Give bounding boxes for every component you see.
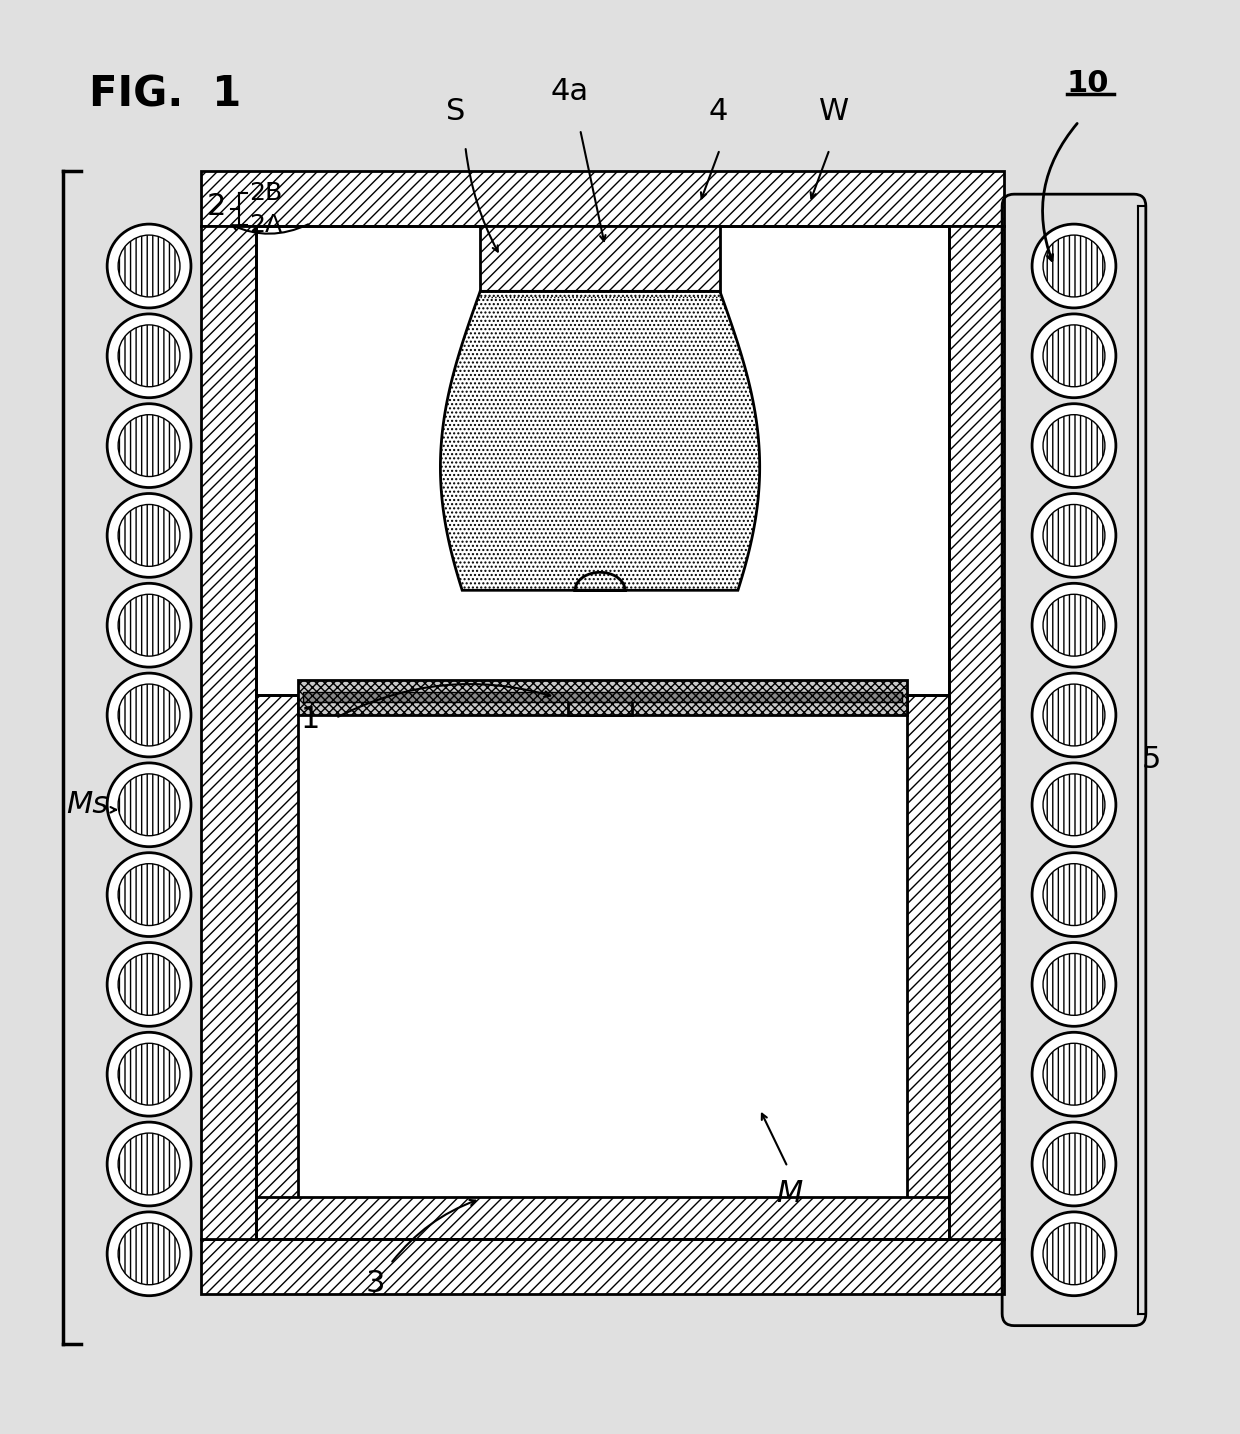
Circle shape <box>1043 326 1105 387</box>
Bar <box>201 227 255 1239</box>
Text: S: S <box>445 98 465 126</box>
Text: 10: 10 <box>1066 69 1110 99</box>
Bar <box>298 695 908 1197</box>
Circle shape <box>107 673 191 757</box>
Circle shape <box>107 1121 191 1206</box>
Circle shape <box>118 954 180 1015</box>
Circle shape <box>1032 673 1116 757</box>
Bar <box>201 1239 1004 1293</box>
Circle shape <box>1032 1212 1116 1296</box>
Text: W: W <box>820 98 849 126</box>
Circle shape <box>1032 1121 1116 1206</box>
Circle shape <box>118 594 180 657</box>
Text: 2B: 2B <box>249 181 281 205</box>
Circle shape <box>1032 404 1116 488</box>
Circle shape <box>1032 853 1116 936</box>
Circle shape <box>107 404 191 488</box>
Circle shape <box>118 326 180 387</box>
Circle shape <box>1043 774 1105 836</box>
Circle shape <box>118 235 180 297</box>
Text: M: M <box>776 1179 802 1209</box>
Text: FIG.  1: FIG. 1 <box>89 73 242 116</box>
Bar <box>568 695 632 716</box>
Circle shape <box>107 763 191 846</box>
Bar <box>255 227 950 1239</box>
Bar <box>298 680 908 716</box>
Text: 4: 4 <box>708 98 728 126</box>
Text: Ms: Ms <box>66 790 108 819</box>
Circle shape <box>118 1133 180 1195</box>
Circle shape <box>118 684 180 746</box>
Text: 2: 2 <box>207 192 226 221</box>
Circle shape <box>1032 763 1116 846</box>
Circle shape <box>118 774 180 836</box>
Circle shape <box>1043 1133 1105 1195</box>
Circle shape <box>1032 1032 1116 1116</box>
Circle shape <box>1043 1223 1105 1285</box>
Circle shape <box>107 853 191 936</box>
Circle shape <box>1032 224 1116 308</box>
Bar <box>480 227 719 291</box>
Bar <box>201 171 1004 227</box>
Circle shape <box>1043 414 1105 476</box>
Circle shape <box>118 863 180 925</box>
Circle shape <box>1032 942 1116 1027</box>
Circle shape <box>107 224 191 308</box>
Circle shape <box>118 1044 180 1106</box>
Circle shape <box>1032 493 1116 578</box>
Circle shape <box>107 584 191 667</box>
Circle shape <box>107 942 191 1027</box>
Polygon shape <box>440 291 760 591</box>
Bar <box>255 1197 950 1239</box>
Circle shape <box>107 493 191 578</box>
Circle shape <box>1043 863 1105 925</box>
Circle shape <box>1043 684 1105 746</box>
Circle shape <box>118 414 180 476</box>
Circle shape <box>1032 584 1116 667</box>
Circle shape <box>107 1032 191 1116</box>
Circle shape <box>1043 235 1105 297</box>
Circle shape <box>1043 505 1105 566</box>
Bar <box>303 693 903 703</box>
Text: 2A: 2A <box>249 214 281 237</box>
Text: 4a: 4a <box>551 77 589 106</box>
Circle shape <box>1043 1044 1105 1106</box>
Text: 1: 1 <box>301 706 320 734</box>
Circle shape <box>1043 954 1105 1015</box>
Bar <box>255 695 298 1239</box>
Bar <box>950 227 1004 1239</box>
Circle shape <box>118 505 180 566</box>
Bar <box>908 695 950 1239</box>
Circle shape <box>107 314 191 397</box>
Circle shape <box>1032 314 1116 397</box>
Text: 5: 5 <box>1142 746 1161 774</box>
Circle shape <box>1043 594 1105 657</box>
Text: 3: 3 <box>366 1269 386 1298</box>
Circle shape <box>107 1212 191 1296</box>
Circle shape <box>118 1223 180 1285</box>
